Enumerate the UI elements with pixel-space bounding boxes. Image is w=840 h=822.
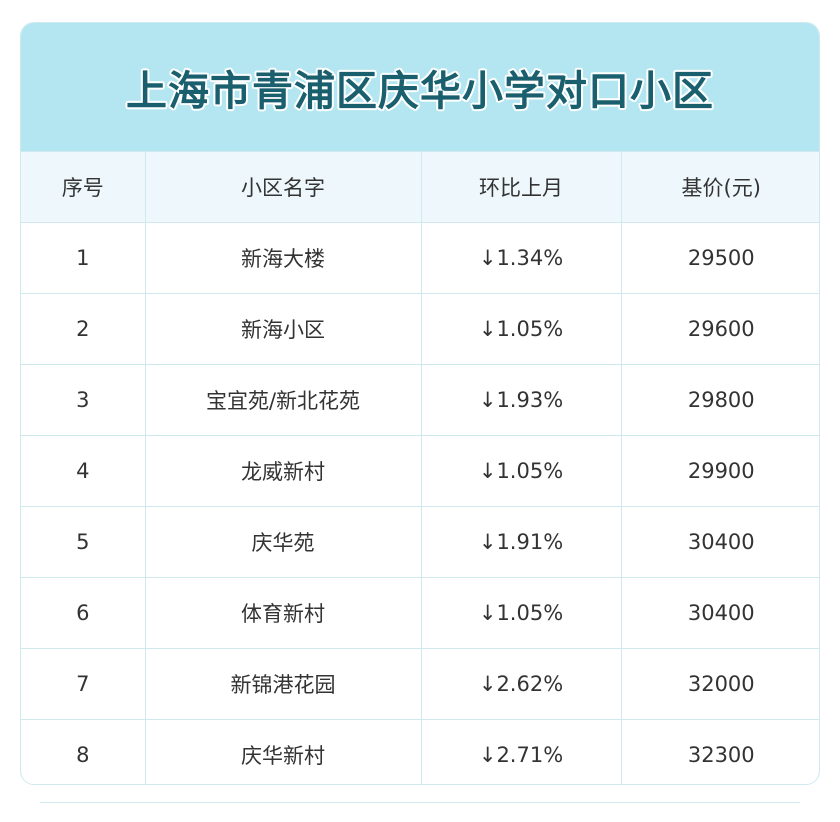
row-change: ↓2.62% bbox=[420, 648, 622, 720]
row-name: 新锦港花园 bbox=[144, 648, 422, 720]
row-price: 29500 bbox=[620, 222, 819, 294]
table-row: 5 庆华苑 ↓1.91% 30400 bbox=[21, 506, 819, 578]
header-name: 小区名字 bbox=[144, 151, 422, 223]
row-index: 6 bbox=[21, 577, 146, 649]
row-index: 5 bbox=[21, 506, 146, 578]
row-change: ↓1.34% bbox=[420, 222, 622, 294]
row-change: ↓1.05% bbox=[420, 577, 622, 649]
table-row: 8 庆华新村 ↓2.71% 32300 bbox=[21, 719, 819, 784]
row-change: ↓1.91% bbox=[420, 506, 622, 578]
row-change: ↓1.05% bbox=[420, 293, 622, 365]
table-row: 4 龙威新村 ↓1.05% 29900 bbox=[21, 435, 819, 507]
row-name: 庆华新村 bbox=[144, 719, 422, 784]
row-price: 29900 bbox=[620, 435, 819, 507]
row-price: 32000 bbox=[620, 648, 819, 720]
row-name: 庆华苑 bbox=[144, 506, 422, 578]
row-price: 32300 bbox=[620, 719, 819, 784]
divider bbox=[40, 802, 800, 803]
row-name: 体育新村 bbox=[144, 577, 422, 649]
table-row: 3 宝宜苑/新北花苑 ↓1.93% 29800 bbox=[21, 364, 819, 436]
row-change: ↓1.93% bbox=[420, 364, 622, 436]
row-price: 29800 bbox=[620, 364, 819, 436]
row-name: 宝宜苑/新北花苑 bbox=[144, 364, 422, 436]
row-change: ↓1.05% bbox=[420, 435, 622, 507]
row-change: ↓2.71% bbox=[420, 719, 622, 784]
row-price: 30400 bbox=[620, 506, 819, 578]
table-row: 2 新海小区 ↓1.05% 29600 bbox=[21, 293, 819, 365]
row-name: 新海大楼 bbox=[144, 222, 422, 294]
row-price: 29600 bbox=[620, 293, 819, 365]
community-table: 序号 小区名字 环比上月 基价(元) 1 新海大楼 ↓1.34% 29500 2 新海小区… bbox=[21, 151, 819, 784]
row-price: 30400 bbox=[620, 577, 819, 649]
row-index: 3 bbox=[21, 364, 146, 436]
table-row: 6 体育新村 ↓1.05% 30400 bbox=[21, 577, 819, 649]
row-index: 1 bbox=[21, 222, 146, 294]
row-index: 2 bbox=[21, 293, 146, 365]
row-name: 龙威新村 bbox=[144, 435, 422, 507]
header-price: 基价(元) bbox=[620, 151, 819, 223]
table-card: 上海市青浦区庆华小学对口小区 序号 小区名字 环比上月 基价(元) 1 新海大楼 ↓… bbox=[20, 22, 820, 785]
row-index: 7 bbox=[21, 648, 146, 720]
header-row: 序号 小区名字 环比上月 基价(元) bbox=[21, 151, 819, 223]
header-change: 环比上月 bbox=[420, 151, 622, 223]
row-index: 4 bbox=[21, 435, 146, 507]
table-row: 1 新海大楼 ↓1.34% 29500 bbox=[21, 222, 819, 294]
row-index: 8 bbox=[21, 719, 146, 784]
page-title: 上海市青浦区庆华小学对口小区 bbox=[126, 67, 714, 115]
table-row: 7 新锦港花园 ↓2.62% 32000 bbox=[21, 648, 819, 720]
row-name: 新海小区 bbox=[144, 293, 422, 365]
header-index: 序号 bbox=[21, 151, 146, 223]
title-band: 上海市青浦区庆华小学对口小区 bbox=[21, 23, 819, 151]
